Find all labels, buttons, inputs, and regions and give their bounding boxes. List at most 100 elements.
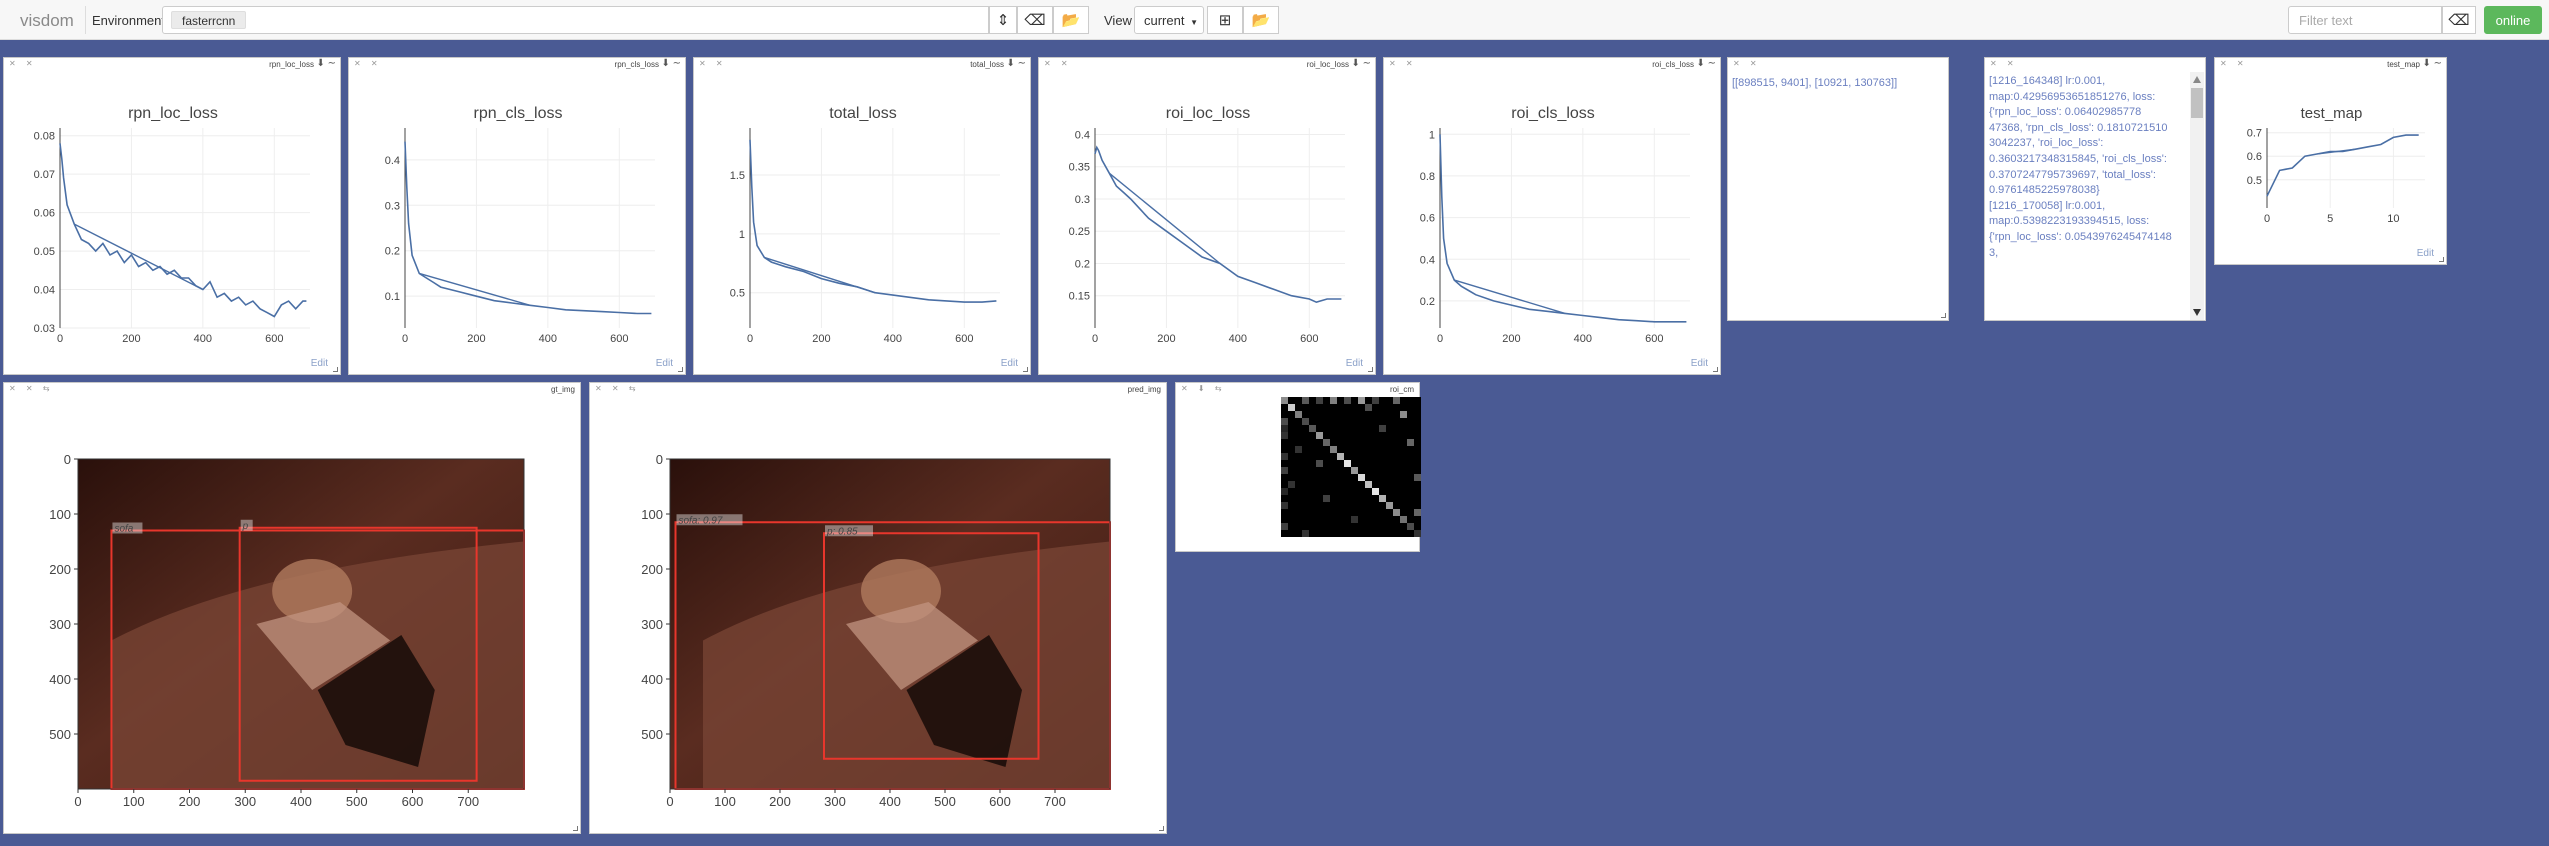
resize-handle-icon[interactable]: [2439, 257, 2444, 262]
manage-environments-button[interactable]: 📂: [1053, 6, 1089, 34]
pane-window-name: rpn_loc_loss: [269, 60, 314, 69]
pane-titlebar[interactable]: ✕ ✕ roi_loc_loss ⬇ ∼: [1039, 58, 1375, 72]
series-line: [1439, 134, 1687, 323]
environment-select[interactable]: fasterrcnn: [162, 6, 989, 34]
person-shirt-shape: [256, 602, 391, 690]
pane-close-icon[interactable]: ✕ ✕: [2220, 59, 2248, 68]
heatmap-cell: [1379, 495, 1386, 502]
gt-img-pane[interactable]: ✕ ✕ ⇆ gt_img sofa p 0 100 200 300 400 500 600 700…: [3, 382, 581, 834]
scroll-down-arrow-icon[interactable]: [2193, 309, 2201, 316]
heatmap-cell: [1358, 397, 1365, 404]
y-tick-label: 0.7: [2247, 128, 2262, 140]
pane-titlebar[interactable]: ✕ ✕ rpn_loc_loss ⬇ ∼: [4, 58, 340, 72]
pane-titlebar[interactable]: ✕ ✕: [1985, 58, 2205, 72]
heatmap-cell: [1281, 467, 1288, 474]
environment-arrows-icon[interactable]: ⇕: [989, 6, 1017, 34]
line-chart-total-loss[interactable]: total_loss 0 200 400 600 0.5 1 1.5: [694, 58, 1032, 376]
chart-title: rpn_loc_loss: [128, 105, 218, 122]
line-chart-test-map[interactable]: test_map 0 5 10 0.5 0.6 0.7: [2215, 58, 2448, 266]
y-tick-label: 0.5: [730, 288, 745, 300]
connection-status-button[interactable]: online: [2484, 6, 2542, 34]
clear-environment-button[interactable]: ⌫: [1017, 6, 1053, 34]
pane-close-icon[interactable]: ✕ ✕ ⇆: [9, 384, 54, 393]
edit-link[interactable]: Edit: [1345, 358, 1363, 369]
log-text-pane[interactable]: ✕ ✕ [1216_164348] lr:0.001, map:0.429569…: [1984, 57, 2206, 321]
pane-window-name: roi_loc_loss: [1306, 60, 1349, 69]
x-tick-label: 0: [74, 794, 81, 809]
pane-close-icon[interactable]: ✕ ✕: [1044, 59, 1072, 68]
manage-views-button[interactable]: 📂: [1243, 6, 1279, 34]
edit-link[interactable]: Edit: [1000, 358, 1018, 369]
pane-download-icon[interactable]: ⬇ ∼: [1696, 58, 1716, 69]
text-pane[interactable]: ✕ ✕ [[898515, 9401], [10921, 130763]]: [1727, 57, 1949, 321]
pane-titlebar[interactable]: ✕ ✕: [1728, 58, 1948, 72]
edit-link[interactable]: Edit: [310, 358, 328, 369]
heatmap-cell: [1323, 495, 1330, 502]
total-loss-pane[interactable]: ✕ ✕ total_loss ⬇ ∼ total_loss 0 200 400 600 0…: [693, 57, 1031, 375]
confusion-matrix-heatmap: [1281, 397, 1421, 537]
line-chart-roi-cls-loss[interactable]: roi_cls_loss 0 200 400 600 0.2 0.4 0.6 0.8 1: [1384, 58, 1722, 376]
line-chart-rpn-cls-loss[interactable]: rpn_cls_loss 0 200 400 600 0.1 0.2 0.3 0.4: [349, 58, 687, 376]
pane-titlebar[interactable]: ✕ ✕ total_loss ⬇ ∼: [694, 58, 1030, 72]
pane-titlebar[interactable]: ✕ ✕ ⇆ gt_img: [4, 383, 580, 397]
rpn-cls-loss-pane[interactable]: ✕ ✕ rpn_cls_loss ⬇ ∼ rpn_cls_loss 0 200 400…: [348, 57, 686, 375]
resize-handle-icon[interactable]: [1941, 313, 1946, 318]
pane-close-icon[interactable]: ✕ ✕: [1990, 59, 2018, 68]
bounding-box: [238, 526, 478, 782]
pane-titlebar[interactable]: ✕ ✕ rpn_cls_loss ⬇ ∼: [349, 58, 685, 72]
resize-handle-icon[interactable]: [1023, 367, 1028, 372]
heatmap-cell: [1316, 397, 1323, 404]
x-tick-label: 0: [1437, 333, 1443, 345]
roi-loc-loss-pane[interactable]: ✕ ✕ roi_loc_loss ⬇ ∼ roi_loc_loss 0 200 400…: [1038, 57, 1376, 375]
edit-link[interactable]: Edit: [655, 358, 673, 369]
pane-close-icon[interactable]: ✕ ✕ ⇆: [595, 384, 640, 393]
resize-handle-icon[interactable]: [1713, 367, 1718, 372]
rpn-loc-loss-pane[interactable]: ✕ ✕ rpn_loc_loss ⬇ ∼ rpn_loc_loss 0 200 400…: [3, 57, 341, 375]
pane-download-icon[interactable]: ⬇ ∼: [661, 58, 681, 69]
line-chart-roi-loc-loss[interactable]: roi_loc_loss 0 200 400 600 0.15 0.2 0.25 0.3 0.35…: [1039, 58, 1377, 376]
heatmap-cell: [1407, 523, 1414, 530]
view-label: View: [1104, 13, 1132, 28]
chart-title: test_map: [2301, 105, 2363, 122]
pane-close-icon[interactable]: ✕ ✕: [1389, 59, 1417, 68]
y-tick-label: 0.2: [1420, 296, 1435, 308]
bounding-box: [823, 532, 1040, 760]
environment-chip[interactable]: fasterrcnn: [171, 11, 247, 29]
pane-download-icon[interactable]: ⬇ ∼: [1006, 58, 1026, 69]
line-chart-rpn-loc-loss[interactable]: rpn_loc_loss 0 200 400 600 0.03 0.04 0.05 0.06 0.…: [4, 58, 342, 376]
scrollbar[interactable]: [2190, 72, 2204, 320]
pane-close-icon[interactable]: ✕ ⬇ ⇆: [1181, 384, 1226, 393]
person-shirt-shape: [846, 602, 978, 690]
resize-handle-icon[interactable]: [333, 367, 338, 372]
pane-titlebar[interactable]: ✕ ✕ test_map ⬇ ∼: [2215, 58, 2446, 72]
resize-handle-icon[interactable]: [1159, 826, 1164, 831]
view-select[interactable]: current ▼: [1134, 6, 1204, 34]
x-tick-label: 0: [2264, 213, 2270, 225]
clear-filter-button[interactable]: ⌫: [2442, 6, 2476, 34]
test-map-pane[interactable]: ✕ ✕ test_map ⬇ ∼ test_map 0 5 10 0.5 0.6 0.7 E…: [2214, 57, 2447, 265]
resize-handle-icon[interactable]: [678, 367, 683, 372]
roi-cm-pane[interactable]: ✕ ⬇ ⇆ roi_cm: [1175, 382, 1421, 552]
pane-download-icon[interactable]: ⬇ ∼: [316, 58, 336, 69]
pane-close-icon[interactable]: ✕ ✕: [699, 59, 727, 68]
edit-link[interactable]: Edit: [2416, 248, 2434, 259]
resize-handle-icon[interactable]: [573, 826, 578, 831]
pred-img-pane[interactable]: ✕ ✕ ⇆ pred_img sofa: 0.97 p: 0.85 0 100 200 3…: [589, 382, 1167, 834]
pane-close-icon[interactable]: ✕ ✕: [354, 59, 382, 68]
x-tick-label: 0: [1092, 333, 1098, 345]
resize-handle-icon[interactable]: [1368, 367, 1373, 372]
pane-close-icon[interactable]: ✕ ✕: [9, 59, 37, 68]
pane-titlebar[interactable]: ✕ ⬇ ⇆ roi_cm: [1176, 383, 1419, 397]
pane-download-icon[interactable]: ⬇ ∼: [2422, 58, 2442, 69]
roi-cls-loss-pane[interactable]: ✕ ✕ roi_cls_loss ⬇ ∼ roi_cls_loss 0 200 400…: [1383, 57, 1721, 375]
filter-text-input[interactable]: [2288, 6, 2442, 34]
x-tick-label: 600: [265, 333, 283, 345]
scroll-up-arrow-icon[interactable]: [2193, 76, 2201, 83]
pane-titlebar[interactable]: ✕ ✕ roi_cls_loss ⬇ ∼: [1384, 58, 1720, 72]
pane-download-icon[interactable]: ⬇ ∼: [1351, 58, 1371, 69]
repack-grid-button[interactable]: ⊞: [1207, 6, 1243, 34]
edit-link[interactable]: Edit: [1690, 358, 1708, 369]
pane-titlebar[interactable]: ✕ ✕ ⇆ pred_img: [590, 383, 1166, 397]
scroll-thumb[interactable]: [2191, 88, 2203, 118]
pane-close-icon[interactable]: ✕ ✕: [1733, 59, 1761, 68]
